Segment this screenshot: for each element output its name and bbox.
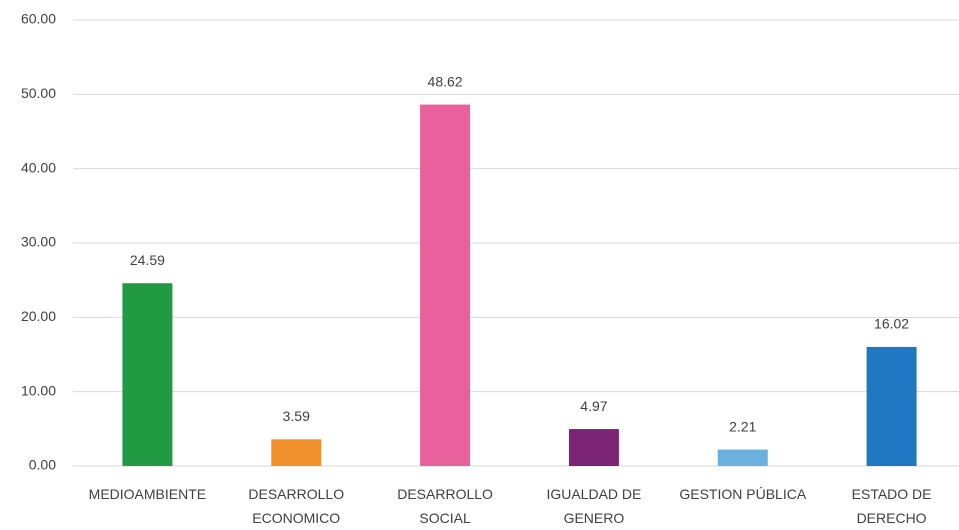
x-tick-label: GESTION PÚBLICA bbox=[679, 486, 806, 502]
bar bbox=[420, 104, 471, 466]
y-tick-label: 30.00 bbox=[21, 234, 56, 250]
bar bbox=[866, 346, 917, 466]
data-label: 16.02 bbox=[874, 316, 909, 332]
data-label: 4.97 bbox=[580, 398, 607, 414]
y-tick-label: 50.00 bbox=[21, 85, 56, 101]
data-label: 24.59 bbox=[130, 252, 165, 268]
x-tick-label: DESARROLLO SOCIAL bbox=[397, 486, 493, 526]
x-tick-label: DESARROLLO ECONOMICO bbox=[248, 486, 344, 526]
x-tick-label: ESTADO DE DERECHO bbox=[852, 486, 932, 526]
data-label: 48.62 bbox=[428, 73, 463, 89]
x-tick-label: IGUALDAD DE GENERO bbox=[546, 486, 641, 526]
bar bbox=[122, 283, 173, 466]
y-tick-label: 40.00 bbox=[21, 159, 56, 175]
bar bbox=[568, 429, 619, 466]
bar bbox=[717, 449, 768, 466]
data-label: 2.21 bbox=[729, 418, 756, 434]
x-tick-label: MEDIOAMBIENTE bbox=[89, 486, 206, 502]
y-tick-label: 20.00 bbox=[21, 308, 56, 324]
data-label: 3.59 bbox=[283, 408, 310, 424]
y-tick-label: 10.00 bbox=[21, 382, 56, 398]
bar bbox=[271, 439, 322, 466]
y-tick-label: 60.00 bbox=[21, 11, 56, 27]
y-tick-label: 0.00 bbox=[29, 457, 56, 473]
